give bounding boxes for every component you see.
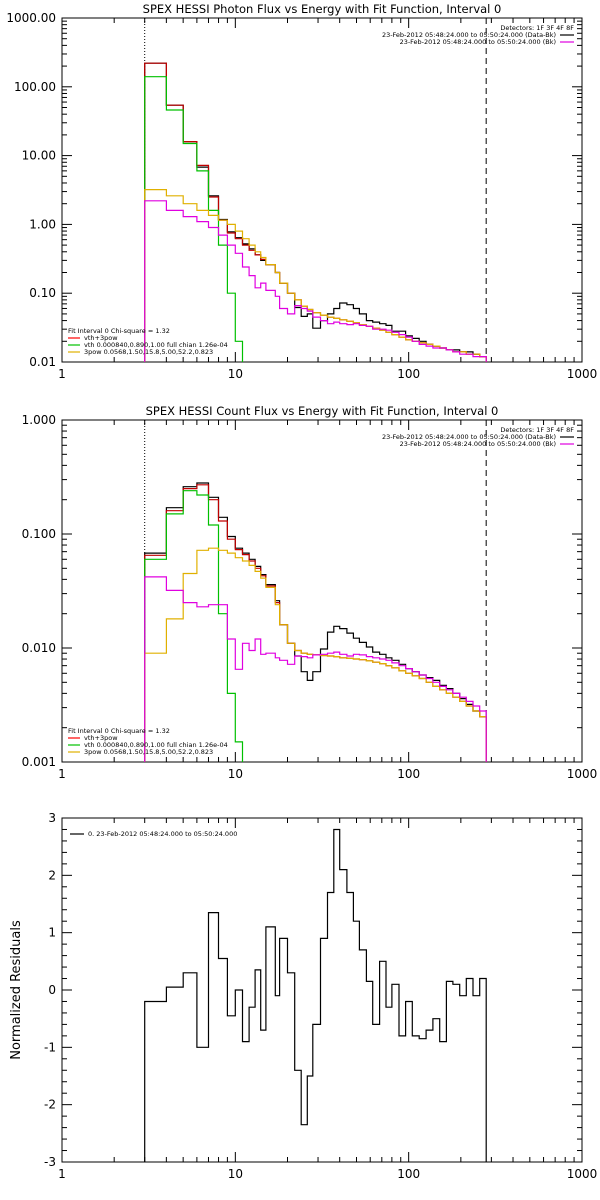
x-tick-label: 1000 — [567, 1167, 598, 1181]
x-tick-label: 1000 — [567, 767, 598, 781]
y-tick-label: 0.010 — [22, 641, 56, 655]
y-tick-label: 1000.00 — [6, 11, 56, 25]
y-tick-label: 0.001 — [22, 755, 56, 769]
legend-header: Fit Interval 0 Chi-square = 1.32 — [68, 727, 170, 735]
x-tick-label: 10 — [228, 767, 243, 781]
plot-frame — [61, 419, 583, 763]
legend-entry-label: vth 0.000840,0.890,1.00 full chian 1.26e… — [84, 741, 228, 749]
series-line-model — [144, 484, 487, 762]
x-tick-label: 10 — [228, 1167, 243, 1181]
x-tick-label: 1 — [58, 767, 66, 781]
y-tick-label: 1 — [48, 926, 56, 940]
series-line-residual — [144, 828, 487, 1162]
x-tick-label: 1 — [58, 367, 66, 381]
series-line-power — [144, 189, 487, 362]
series-group — [144, 482, 487, 762]
residuals-panel: Normalized Residuals 1 10 100 1000 -3 -2 -1 0 1 2 3… — [9, 811, 597, 1181]
y-tick-label: -3 — [44, 1155, 56, 1169]
legend-entry-label: 23-Feb-2012 05:48:24.000 to 05:50:24.000… — [382, 433, 556, 441]
y-tick-label: 0.01 — [29, 355, 56, 369]
series-group — [144, 62, 487, 362]
y-axis-label: Normalized Residuals — [9, 920, 24, 1060]
y-tick-label: -2 — [44, 1098, 56, 1112]
series-line-data — [144, 62, 487, 362]
x-tick-label: 1000 — [567, 367, 598, 381]
y-tick-label: 10.00 — [22, 149, 56, 163]
series-line-background — [144, 576, 487, 762]
legend-entry-label: 3pow 0.0568,1.50,15.8,5.00,52.2,0.823 — [84, 748, 213, 756]
legend-header: Detectors: 1F 3F 4F 8F — [500, 426, 574, 434]
plot-frame — [61, 817, 583, 1163]
y-tick-label: 1.00 — [29, 217, 56, 231]
y-tick-label: 0 — [48, 983, 56, 997]
x-tick-label: 10 — [228, 367, 243, 381]
x-tick-label: 100 — [397, 767, 420, 781]
y-tick-label: 0.10 — [29, 286, 56, 300]
legend-entry-label: vth+3pow — [84, 734, 118, 742]
legend-entry-label: 23-Feb-2012 05:48:24.000 to 05:50:24.000… — [400, 440, 556, 448]
legend-header: Detectors: 1F 3F 4F 8F — [500, 24, 574, 32]
chart-title: SPEX HESSI Photon Flux vs Energy with Fi… — [143, 2, 502, 16]
series-line-power — [144, 547, 487, 762]
series-line-thermal — [144, 490, 244, 762]
legend-entry-label: vth 0.000840,0.890,1.00 full chian 1.26e… — [84, 341, 228, 349]
legend-header: Fit Interval 0 Chi-square = 1.32 — [68, 327, 170, 335]
x-tick-label: 1 — [58, 1167, 66, 1181]
chart-title: SPEX HESSI Count Flux vs Energy with Fit… — [146, 404, 499, 418]
y-tick-label: -1 — [44, 1040, 56, 1054]
y-tick-label: 0.100 — [22, 527, 56, 541]
legend-entry-label: 0. 23-Feb-2012 05:48:24.000 to 05:50:24.… — [88, 830, 237, 838]
series-line-background — [144, 200, 487, 362]
legend-entry-label: 23-Feb-2012 05:48:24.000 to 05:50:24.000… — [382, 31, 556, 39]
series-line-thermal — [144, 76, 244, 362]
y-tick-label: 1.000 — [22, 413, 56, 427]
plot-frame — [61, 17, 583, 363]
legend-entry-label: 3pow 0.0568,1.50,15.8,5.00,52.2,0.823 — [84, 348, 213, 356]
y-tick-label: 2 — [48, 868, 56, 882]
y-tick-label: 100.00 — [14, 80, 56, 94]
series-line-model — [144, 62, 487, 362]
count-flux-panel: SPEX HESSI Count Flux vs Energy with Fit… — [22, 404, 598, 781]
x-tick-label: 100 — [397, 367, 420, 381]
photon-flux-panel: SPEX HESSI Photon Flux vs Energy with Fi… — [6, 2, 598, 381]
x-tick-label: 100 — [397, 1167, 420, 1181]
series-line-data — [144, 482, 487, 762]
legend-entry-label: vth+3pow — [84, 334, 118, 342]
series-group — [144, 828, 487, 1162]
y-tick-label: 3 — [48, 811, 56, 825]
legend-entry-label: 23-Feb-2012 05:48:24.000 to 05:50:24.000… — [400, 38, 556, 46]
